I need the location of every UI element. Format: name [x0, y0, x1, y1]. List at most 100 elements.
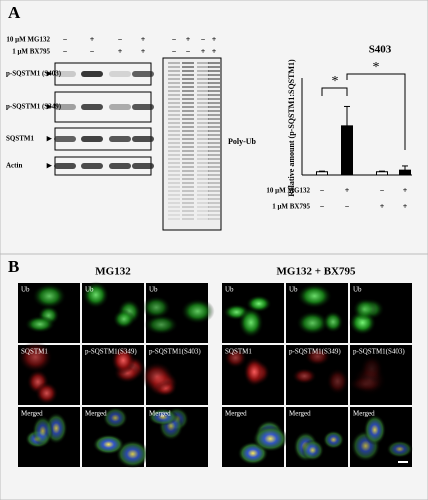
bar	[399, 169, 411, 176]
band	[182, 214, 194, 216]
band	[208, 94, 220, 96]
arrowhead: ▶	[47, 70, 53, 78]
arrowhead: ▶	[47, 162, 53, 170]
lane-sign: −	[172, 35, 177, 44]
image-label: SQSTM1	[225, 348, 252, 356]
band	[208, 118, 220, 120]
band	[182, 110, 194, 112]
band	[197, 202, 209, 204]
cell	[322, 430, 345, 450]
band	[182, 70, 194, 72]
band	[197, 150, 209, 152]
band	[168, 198, 180, 200]
band	[182, 114, 194, 116]
band	[182, 118, 194, 120]
band	[208, 110, 220, 112]
band	[208, 66, 220, 68]
band	[182, 154, 194, 156]
band	[168, 158, 180, 160]
band	[208, 86, 220, 88]
band	[168, 98, 180, 100]
band	[182, 134, 194, 136]
blot-label: SQSTM1	[6, 135, 35, 143]
band	[168, 122, 180, 124]
band	[197, 66, 209, 68]
image-label: SQSTM1	[21, 348, 48, 356]
band	[182, 142, 194, 144]
band	[182, 182, 194, 184]
cell	[326, 367, 349, 395]
band	[168, 186, 180, 188]
condition-sign: −	[380, 186, 385, 195]
band	[197, 74, 209, 76]
cell	[82, 281, 110, 309]
band	[168, 170, 180, 172]
band	[168, 102, 180, 104]
band	[132, 104, 154, 110]
band	[208, 146, 220, 148]
band	[168, 126, 180, 128]
band	[197, 122, 209, 124]
band	[182, 126, 194, 128]
cell	[296, 311, 329, 336]
band	[182, 138, 194, 140]
cell	[296, 283, 333, 309]
band	[197, 126, 209, 128]
lane-sign: −	[201, 35, 206, 44]
bar	[316, 171, 328, 176]
band	[182, 94, 194, 96]
band	[197, 106, 209, 108]
band	[168, 174, 180, 176]
band	[168, 110, 180, 112]
band	[197, 110, 209, 112]
band	[168, 82, 180, 84]
cell	[111, 346, 136, 375]
band	[197, 90, 209, 92]
band	[81, 163, 103, 169]
cell	[352, 364, 387, 396]
band	[182, 210, 194, 212]
band	[208, 210, 220, 212]
band	[197, 158, 209, 160]
cell	[386, 440, 414, 458]
band	[197, 174, 209, 176]
band	[197, 118, 209, 120]
lane-sign: +	[186, 35, 191, 44]
band	[208, 142, 220, 144]
band	[132, 71, 154, 77]
band	[182, 202, 194, 204]
band	[168, 70, 180, 72]
lane-sign: +	[201, 47, 206, 56]
lane-sign: −	[172, 47, 177, 56]
band	[197, 206, 209, 208]
cell	[352, 298, 377, 321]
band	[182, 62, 194, 64]
band	[168, 118, 180, 120]
band	[197, 146, 209, 148]
lane-sign: −	[186, 47, 191, 56]
band	[168, 78, 180, 80]
chart-title: S403	[369, 44, 392, 56]
lane-sign: +	[90, 35, 95, 44]
significance: *	[373, 60, 380, 75]
band	[109, 163, 131, 169]
y-axis-label: Relative amount (p-SQSTM1:SQSTM1)	[287, 59, 296, 197]
band	[197, 190, 209, 192]
band	[182, 122, 194, 124]
band	[54, 71, 76, 77]
band	[168, 114, 180, 116]
band	[197, 78, 209, 80]
band	[197, 134, 209, 136]
band	[197, 138, 209, 140]
panel-letter: B	[8, 257, 19, 276]
band	[208, 70, 220, 72]
group-title: MG132 + BX795	[277, 266, 356, 278]
image-label: Ub	[21, 286, 30, 294]
blot	[162, 57, 222, 231]
image-label: Merged	[21, 410, 43, 418]
cell	[32, 415, 54, 447]
band	[109, 71, 131, 77]
band	[168, 162, 180, 164]
band	[197, 162, 209, 164]
band	[168, 106, 180, 108]
